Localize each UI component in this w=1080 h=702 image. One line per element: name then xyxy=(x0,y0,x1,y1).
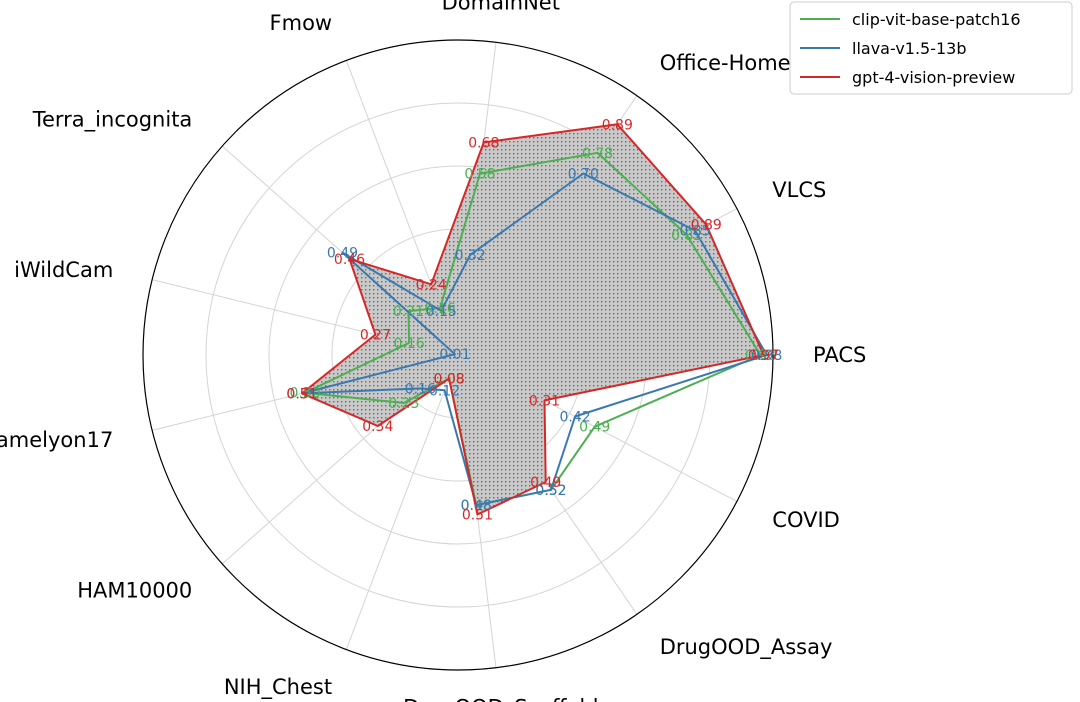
data-label: 0.32 xyxy=(455,248,486,264)
grid-spoke xyxy=(345,354,459,650)
data-label: 0.97 xyxy=(748,348,779,364)
data-label: 0.85 xyxy=(680,224,711,240)
data-label: 0.08 xyxy=(434,372,465,388)
legend-label: clip-vit-base-patch16 xyxy=(852,10,1021,29)
data-label: 0.50 xyxy=(290,386,321,402)
data-label: 0.31 xyxy=(529,393,560,409)
category-label: DrugOOD_Assay xyxy=(660,635,833,660)
data-label: 0.51 xyxy=(286,386,317,402)
data-label: 0.96 xyxy=(745,348,776,364)
data-label: 0.89 xyxy=(691,218,722,234)
data-label: 0.89 xyxy=(602,117,633,133)
category-label: DrugOOD_Scaffold xyxy=(403,695,598,702)
data-label: 0.49 xyxy=(579,420,610,436)
data-label: 0.16 xyxy=(394,336,425,352)
data-label: 0.16 xyxy=(425,301,456,317)
legend-label: gpt-4-vision-preview xyxy=(852,68,1015,87)
data-label: 0.12 xyxy=(429,383,460,399)
radar-category-labels: PACS VLCS Office-Home DomainNet Fmow Terra_in… xyxy=(0,0,866,702)
category-label: HAM10000 xyxy=(77,578,192,602)
category-label: Camelyon17 xyxy=(0,428,113,452)
data-label: 0.42 xyxy=(560,410,591,426)
data-label: 0.98 xyxy=(751,348,782,364)
data-label: 0.48 xyxy=(461,498,492,514)
data-label: 0.16 xyxy=(405,381,436,397)
data-label: 0.51 xyxy=(462,508,493,524)
series-line-3 xyxy=(301,123,765,516)
data-label: 0.01 xyxy=(439,347,470,363)
category-label: VLCS xyxy=(772,178,826,202)
category-label: DomainNet xyxy=(442,0,560,15)
category-label: Terra_incognita xyxy=(32,108,193,133)
radar-value-labels: 0.960.820.780.580.160.210.160.500.230.08… xyxy=(286,117,782,523)
data-label: 0.58 xyxy=(464,167,495,183)
data-label: 0.15 xyxy=(426,304,457,320)
data-label: 0.34 xyxy=(362,419,393,435)
category-label: COVID xyxy=(772,508,840,532)
data-label: 0.21 xyxy=(393,304,424,320)
data-label: 0.48 xyxy=(461,498,492,514)
data-label: 0.23 xyxy=(388,396,419,412)
legend: clip-vit-base-patch16 llava-v1.5-13b gpt-4… xyxy=(789,1,1073,95)
category-label: Office-Home xyxy=(660,51,791,75)
legend-box xyxy=(789,1,1073,95)
legend-label: llava-v1.5-13b xyxy=(852,39,967,58)
series-area-3 xyxy=(302,124,764,515)
data-label: 0.82 xyxy=(671,228,702,244)
data-label: 0.49 xyxy=(530,475,561,491)
data-label: 0.51 xyxy=(286,386,317,402)
outer-frame-circle xyxy=(142,39,774,671)
category-label: iWildCam xyxy=(14,258,113,282)
data-label: 0.52 xyxy=(535,483,566,499)
series-line-2 xyxy=(301,172,768,507)
data-label: 0.70 xyxy=(568,167,599,183)
data-label: 0.78 xyxy=(582,146,613,162)
data-label: 0.46 xyxy=(334,252,365,268)
data-label: 0.52 xyxy=(535,483,566,499)
category-label: PACS xyxy=(813,343,866,367)
category-label: Fmow xyxy=(270,11,333,35)
data-label: 0.27 xyxy=(360,328,391,344)
data-label: 0.08 xyxy=(434,372,465,388)
data-label: 0.49 xyxy=(327,246,358,262)
radar-series xyxy=(301,123,768,516)
data-label: 0.24 xyxy=(416,277,447,293)
category-label: NIH_Chest xyxy=(224,675,332,700)
data-label: 0.68 xyxy=(468,135,499,151)
